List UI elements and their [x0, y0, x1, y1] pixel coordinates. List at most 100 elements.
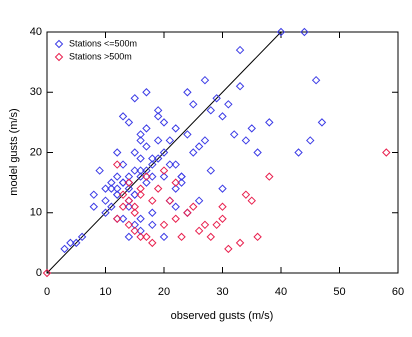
point — [183, 130, 192, 139]
point — [136, 226, 145, 236]
point — [235, 238, 245, 248]
point — [130, 226, 139, 236]
point — [194, 142, 204, 151]
point — [200, 75, 210, 85]
point — [124, 172, 134, 181]
point — [177, 172, 186, 181]
point — [112, 214, 122, 223]
y-tick-label: 40 — [30, 26, 42, 38]
point — [159, 232, 169, 242]
point — [130, 190, 139, 199]
point — [124, 184, 134, 193]
point — [311, 75, 321, 85]
point — [165, 136, 175, 145]
point — [171, 202, 180, 211]
point — [118, 178, 128, 187]
point — [66, 238, 75, 248]
point — [153, 136, 163, 145]
point — [177, 232, 186, 242]
point — [177, 178, 186, 187]
point — [130, 148, 139, 157]
legend-marker — [54, 39, 64, 49]
x-tick-label: 40 — [275, 286, 287, 298]
point — [306, 136, 315, 145]
point — [165, 160, 175, 169]
point — [118, 160, 128, 169]
point — [159, 118, 169, 127]
point — [241, 190, 251, 199]
point — [148, 172, 157, 181]
point — [136, 172, 145, 181]
point — [124, 178, 134, 187]
point — [118, 202, 128, 211]
point — [218, 202, 227, 211]
point — [200, 220, 210, 230]
point — [142, 166, 151, 175]
one-to-one-line — [46, 31, 282, 274]
point — [247, 124, 256, 133]
point — [142, 172, 151, 181]
point — [142, 178, 151, 187]
point — [136, 232, 145, 242]
point — [112, 190, 122, 199]
point — [224, 100, 233, 109]
x-tick-label: 50 — [333, 286, 345, 298]
point — [253, 148, 262, 157]
y-tick-label: 10 — [30, 207, 42, 219]
point — [206, 232, 216, 242]
point — [159, 148, 169, 157]
point — [112, 160, 122, 169]
point — [183, 208, 192, 217]
point — [171, 160, 180, 169]
point — [124, 118, 134, 127]
point — [130, 220, 139, 230]
y-axis-label: model gusts (m/s) — [8, 108, 20, 195]
point — [101, 184, 110, 193]
point — [294, 148, 303, 157]
point — [148, 220, 157, 230]
point — [124, 232, 134, 242]
point — [136, 154, 145, 163]
point — [136, 184, 145, 193]
point — [130, 94, 139, 103]
point — [136, 166, 145, 175]
point — [107, 184, 116, 193]
point — [253, 232, 262, 242]
point — [189, 202, 198, 211]
point — [112, 184, 122, 193]
point — [72, 238, 81, 248]
point — [189, 100, 198, 109]
point — [89, 190, 99, 199]
point — [124, 220, 134, 230]
point — [265, 118, 274, 127]
point — [235, 45, 245, 55]
y-tick-label: 30 — [30, 86, 42, 98]
point — [153, 112, 163, 121]
point — [171, 214, 180, 223]
y-tick-label: 20 — [30, 146, 42, 158]
point — [148, 196, 157, 205]
point — [130, 208, 139, 217]
point — [148, 238, 157, 248]
point — [247, 196, 256, 205]
point — [101, 196, 110, 205]
point — [171, 184, 180, 193]
point — [148, 208, 157, 217]
point — [142, 124, 151, 133]
point — [148, 160, 157, 169]
point — [218, 184, 227, 193]
point — [212, 220, 221, 230]
point — [130, 202, 139, 211]
point — [159, 172, 169, 181]
point — [118, 112, 128, 121]
point — [136, 214, 145, 223]
point — [265, 172, 274, 181]
point — [142, 142, 151, 151]
point — [165, 196, 175, 205]
point — [183, 208, 192, 217]
point — [101, 208, 110, 217]
point — [183, 88, 192, 97]
point — [300, 27, 309, 37]
point — [89, 202, 99, 211]
